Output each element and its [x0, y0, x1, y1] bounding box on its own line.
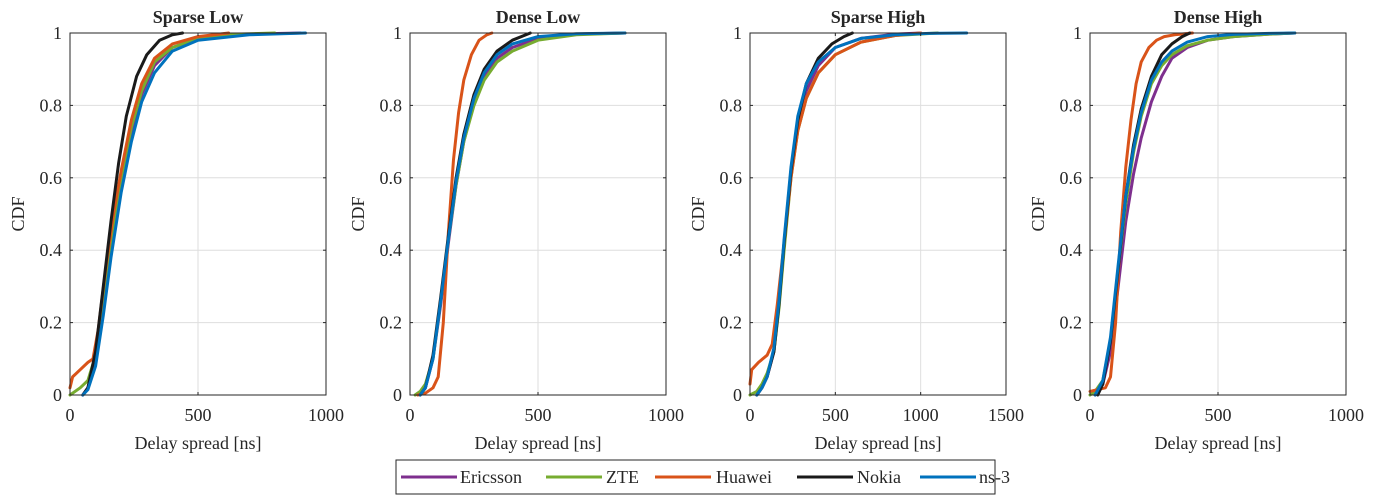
- series-line-huawei: [1088, 31, 1194, 393]
- series-line-ns3: [81, 31, 307, 397]
- y-tick-label: 0: [733, 385, 742, 405]
- chart-title: Sparse High: [831, 7, 926, 27]
- y-tick-label: 1: [393, 23, 402, 43]
- chart-title: Sparse Low: [153, 7, 244, 27]
- legend-entry-ericsson: Ericsson: [401, 467, 522, 487]
- x-tick-labels: 0 500 1000 1500: [746, 405, 1025, 425]
- y-tick-label: 0: [1073, 385, 1082, 405]
- x-tick-label: 1500: [988, 405, 1024, 425]
- x-tick-labels: 0 500 1000: [66, 405, 345, 425]
- y-tick-label: 0.6: [40, 168, 63, 188]
- legend-label-ericsson: Ericsson: [460, 467, 522, 487]
- legend-entry-ns3: ns-3: [920, 467, 1010, 487]
- series-line-ns3: [1093, 31, 1297, 397]
- y-axis-label: CDF: [688, 196, 708, 231]
- series-layer: [413, 31, 627, 397]
- chart-title: Dense Low: [496, 7, 581, 27]
- tick-marks: [749, 32, 1007, 396]
- y-tick-labels: 0 0.2 0.4 0.6 0.8 1: [1060, 23, 1083, 405]
- y-tick-label: 0.2: [380, 313, 403, 333]
- subplot-dense-high: 0 0.2 0.4 0.6 0.8 1 0 500 1000 Dense High Delay…: [1028, 7, 1364, 453]
- x-tick-label: 0: [406, 405, 415, 425]
- plot-frame: [749, 32, 1007, 396]
- series-line-huawei: [68, 31, 231, 390]
- series-layer: [1088, 31, 1297, 397]
- x-tick-label: 1000: [903, 405, 939, 425]
- legend-entry-zte: ZTE: [546, 467, 639, 487]
- y-tick-labels: 0 0.2 0.4 0.6 0.8 1: [720, 23, 743, 405]
- y-tick-label: 0: [393, 385, 402, 405]
- tick-marks: [69, 32, 327, 396]
- y-tick-label: 1: [1073, 23, 1082, 43]
- y-axis-label: CDF: [1028, 196, 1048, 231]
- subplot-sparse-high: 00.20.40.60.81 0 500 1000 1500 Sparse High …: [688, 7, 1024, 453]
- tick-marks: [1089, 32, 1347, 396]
- subplot-dense-low: 0 0.2 0.4 0.6 0.8 1 0 500 1000 Dense Low Delay …: [348, 7, 684, 453]
- series-line-ns3: [418, 31, 627, 397]
- y-tick-label: 0.4: [380, 240, 403, 260]
- x-tick-label: 500: [185, 405, 212, 425]
- y-tick-label: 0.6: [1060, 168, 1083, 188]
- y-tick-labels: 0 0.2 0.4 0.6 0.8 1: [380, 23, 403, 405]
- subplot-sparse-low: 0 0.2 0.4 0.6 0.8 1 0 500 1000 Sparse Low Delay…: [8, 7, 344, 453]
- legend-entry-nokia: Nokia: [797, 467, 901, 487]
- tick-marks: [409, 32, 667, 396]
- y-tick-label: 0.2: [40, 313, 63, 333]
- y-axis-label: CDF: [348, 196, 368, 231]
- series-line-ns3: [755, 31, 969, 397]
- y-tick-labels: 0 0.2 0.4 0.6 0.8 1: [40, 23, 63, 405]
- y-tick-label: 0.6: [720, 168, 743, 188]
- legend-label-nokia: Nokia: [857, 467, 901, 487]
- x-tick-label: 500: [525, 405, 552, 425]
- y-tick-label: 0.8: [720, 95, 743, 115]
- y-tick-label: 1: [733, 23, 742, 43]
- legend-label-ns3: ns-3: [979, 467, 1010, 487]
- y-tick-label: 1: [53, 23, 62, 43]
- series-line-nokia: [81, 31, 185, 397]
- y-tick-label: 0.2: [720, 313, 743, 333]
- series-layer: [748, 31, 969, 397]
- y-tick-label: 0.4: [40, 240, 63, 260]
- x-tick-label: 500: [822, 405, 849, 425]
- y-tick-label: 0.4: [720, 240, 743, 260]
- x-axis-label: Delay spread [ns]: [135, 433, 262, 453]
- x-tick-label: 1000: [1328, 405, 1364, 425]
- x-tick-label: 0: [746, 405, 755, 425]
- y-tick-label: 0: [53, 385, 62, 405]
- x-tick-label: 0: [66, 405, 75, 425]
- legend-label-zte: ZTE: [606, 467, 639, 487]
- x-tick-labels: 0 500 1000: [1086, 405, 1365, 425]
- y-tick-label: 0.4: [1060, 240, 1083, 260]
- x-axis-label: Delay spread [ns]: [475, 433, 602, 453]
- x-tick-label: 500: [1205, 405, 1232, 425]
- series-line-huawei: [416, 31, 494, 397]
- y-tick-label: 0.8: [380, 95, 403, 115]
- x-tick-label: 1000: [308, 405, 344, 425]
- y-tick-label: 0.8: [1060, 95, 1083, 115]
- y-tick-label: 0.2: [1060, 313, 1083, 333]
- x-axis-label: Delay spread [ns]: [1155, 433, 1282, 453]
- y-tick-label: 0.6: [380, 168, 403, 188]
- legend-label-huawei: Huawei: [716, 467, 772, 487]
- series-layer: [68, 31, 307, 397]
- legend: Ericsson ZTE Huawei Nokia ns-3: [395, 459, 1010, 495]
- x-tick-label: 0: [1086, 405, 1095, 425]
- plot-area: [750, 33, 1006, 395]
- legend-entry-huawei: Huawei: [655, 467, 772, 487]
- y-tick-label: 0.8: [40, 95, 63, 115]
- x-tick-label: 1000: [648, 405, 684, 425]
- x-axis-label: Delay spread [ns]: [815, 433, 942, 453]
- y-axis-label: CDF: [8, 196, 28, 231]
- chart-title: Dense High: [1174, 7, 1263, 27]
- x-tick-labels: 0 500 1000: [406, 405, 685, 425]
